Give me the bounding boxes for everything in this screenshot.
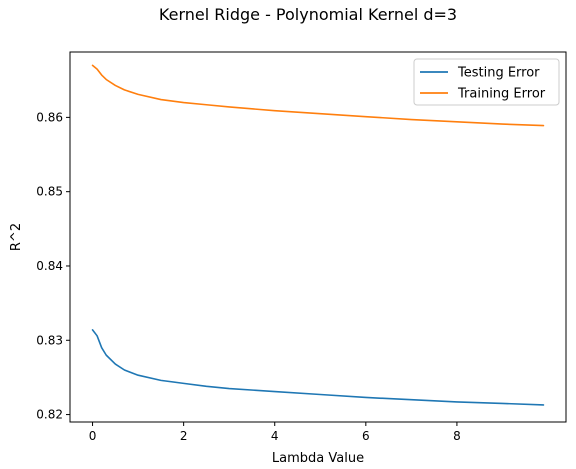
y-tick-label: 0.86 xyxy=(36,110,63,124)
x-tick-label: 0 xyxy=(89,429,97,443)
y-tick-label: 0.82 xyxy=(36,408,63,422)
x-tick-label: 8 xyxy=(453,429,461,443)
plot-frame xyxy=(69,51,567,423)
legend-entry-label: Training Error xyxy=(457,87,546,102)
x-tick-label: 4 xyxy=(271,429,279,443)
y-tick-label: 0.84 xyxy=(36,259,63,273)
legend-box xyxy=(413,58,560,106)
chart-title: Kernel Ridge - Polynomial Kernel d=3 xyxy=(159,5,457,24)
y-axis-label: R^2 xyxy=(9,223,24,251)
legend: Testing Error Training Error xyxy=(413,58,560,106)
legend-entry-label: Testing Error xyxy=(457,66,540,81)
y-tick-label: 0.85 xyxy=(36,185,63,199)
series-line-training-error xyxy=(91,64,545,127)
series-line-testing-error xyxy=(91,329,545,406)
x-tick-label: 2 xyxy=(180,429,188,443)
x-axis-label: Lambda Value xyxy=(272,451,364,466)
x-tick-label: 6 xyxy=(362,429,370,443)
y-tick-label: 0.83 xyxy=(36,333,63,347)
